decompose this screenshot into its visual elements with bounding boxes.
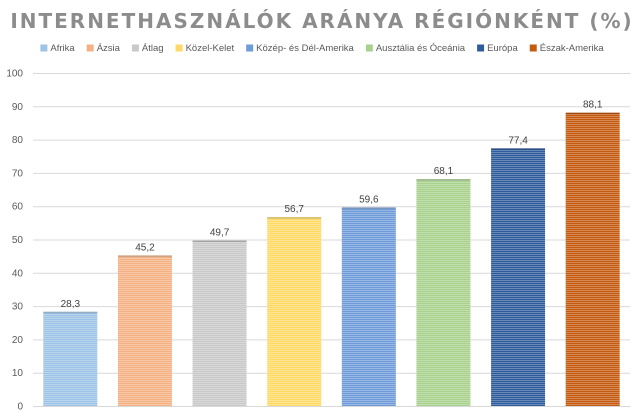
y-axis: 0 10 20 30 40 50 60 70 80 90 100 [6,69,23,413]
y-tick-label: 60 [12,202,24,213]
y-tick-label: 10 [12,368,24,379]
bar-texture [565,112,620,406]
data-label: 59,6 [359,195,379,206]
bar-top-edge [565,112,620,115]
bar [565,112,620,406]
bar-top-edge [192,240,247,242]
legend-item: Ázsia [86,43,121,54]
legend-swatch [175,44,183,52]
bar-top-edge [491,148,546,150]
y-tick-label: 70 [12,168,24,179]
legend-item: Afrika [40,43,75,54]
bar [341,207,396,406]
legend-swatch [529,44,537,52]
data-label: 49,7 [210,227,230,238]
chart-title: INTERNETHASZNÁLÓK ARÁNYA RÉGIÓNKÉNT (%) [10,9,634,33]
legend-item: Észak-Amerika [529,43,605,54]
bar [491,148,546,406]
bars [43,112,620,406]
legend-swatch [246,44,254,52]
bar-top-edge [416,179,471,181]
bar-top-edge [341,207,396,210]
legend-label: Észak-Amerika [540,43,605,54]
legend-label: Közel-Kelet [186,43,235,54]
legend-label: Ázsia [97,43,121,54]
bar-texture [341,207,396,406]
legend-item: Ausztália és Óceánia [365,43,466,54]
bar-texture [117,255,172,406]
y-tick-label: 40 [12,268,24,279]
y-tick-label: 30 [12,302,24,313]
data-label: 45,2 [135,242,155,253]
legend-label: Ausztália és Óceánia [376,43,466,54]
legend-item: Európa [477,43,518,54]
data-label: 56,7 [284,204,304,215]
bar [117,255,172,406]
legend-swatch [131,44,139,52]
legend-swatch [40,44,48,52]
bar [267,217,322,406]
legend-swatch [86,44,94,52]
legend-label: Afrika [50,43,75,54]
bar-top-edge [117,255,172,257]
legend-item: Átlag [131,43,164,54]
data-label: 68,1 [434,166,454,177]
bar [192,240,247,406]
y-tick-label: 100 [6,69,23,80]
bar-texture [43,311,98,406]
y-tick-label: 20 [12,335,24,346]
legend-label: Közép- és Dél-Amerika [256,43,354,54]
bar [416,179,471,406]
y-tick-label: 80 [12,135,24,146]
data-label: 77,4 [508,135,528,146]
y-tick-label: 0 [17,402,23,413]
legend-label: Európa [487,43,518,54]
bar-texture [267,217,322,406]
data-labels: 28,3 45,2 49,7 56,7 59,6 68,1 77,4 88,1 [61,100,603,310]
bar-top-edge [267,217,322,219]
legend-item: Közép- és Dél-Amerika [246,43,355,54]
bar-texture [491,148,546,406]
legend: Afrika Ázsia Átlag Közel-Kelet Közép- és Dél… [40,43,604,54]
bar-top-edge [43,311,98,314]
bar [43,311,98,406]
legend-swatch [477,44,485,52]
y-tick-label: 50 [12,235,24,246]
legend-item: Közel-Kelet [175,43,235,54]
bar-texture [192,240,247,406]
y-tick-label: 90 [12,102,24,113]
legend-label: Átlag [142,43,164,54]
data-label: 28,3 [61,299,81,310]
data-label: 88,1 [583,100,603,111]
bar-texture [416,179,471,406]
legend-swatch [365,44,373,52]
